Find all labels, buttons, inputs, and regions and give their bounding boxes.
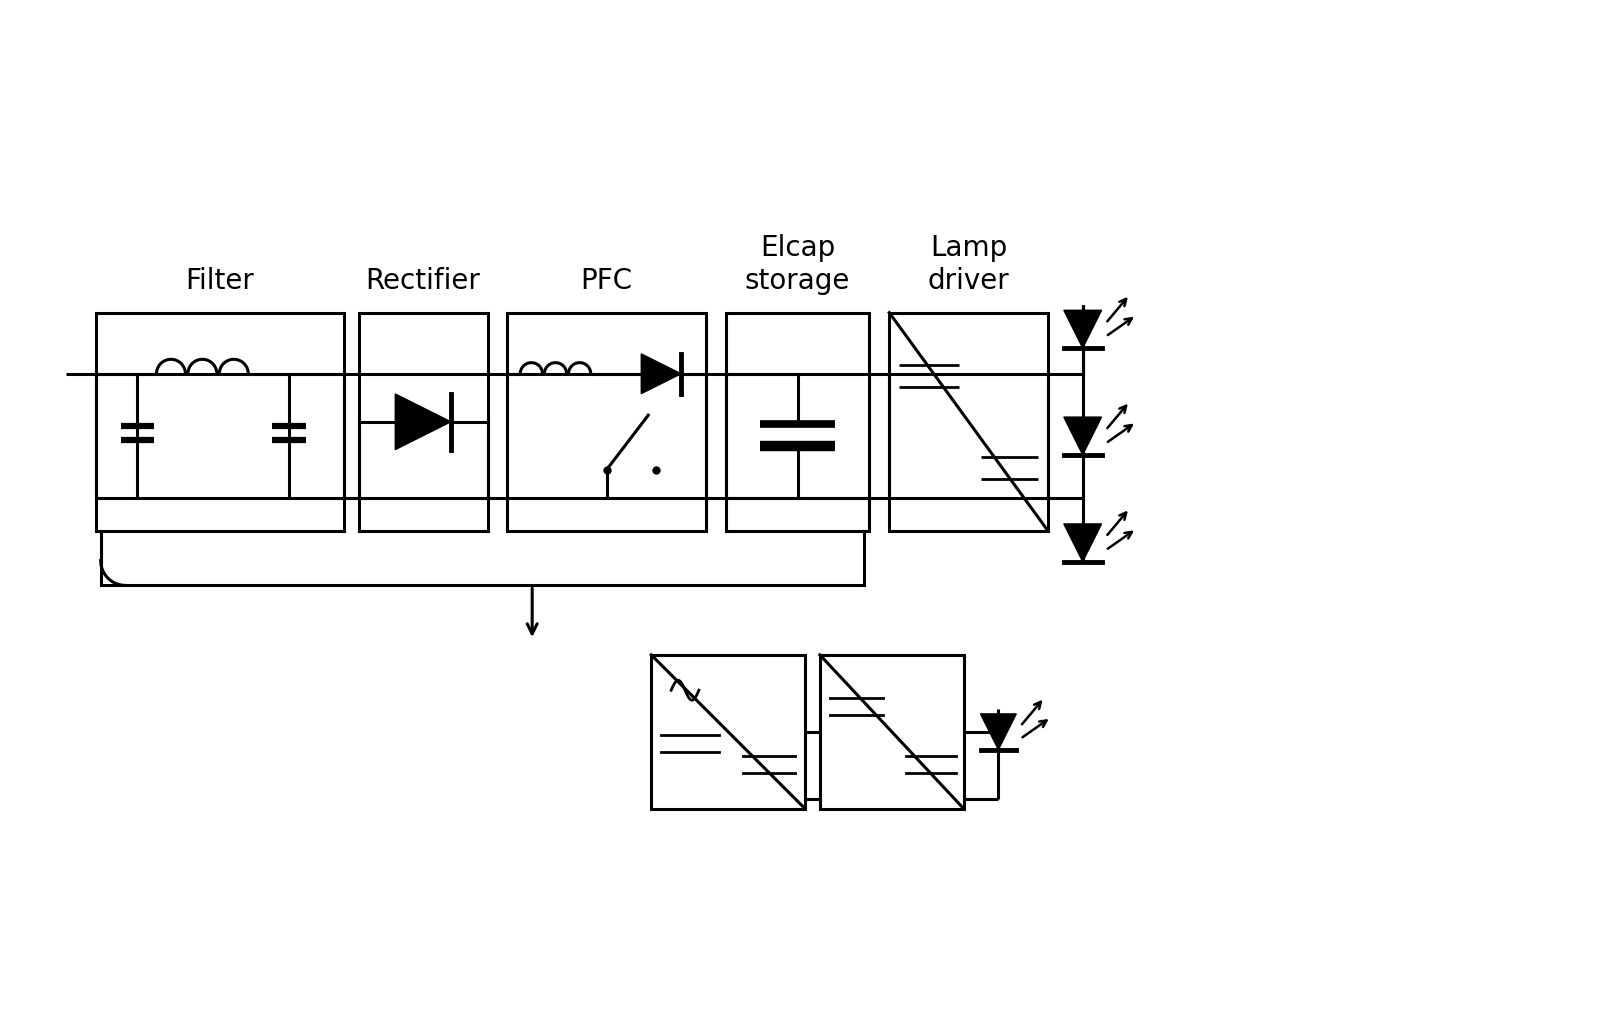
Text: PFC: PFC	[581, 267, 632, 295]
Text: Lamp
driver: Lamp driver	[928, 234, 1010, 295]
Text: Rectifier: Rectifier	[366, 267, 480, 295]
Polygon shape	[981, 713, 1016, 750]
Polygon shape	[642, 354, 682, 394]
Text: Filter: Filter	[186, 267, 254, 295]
Polygon shape	[1064, 310, 1101, 348]
Polygon shape	[1064, 418, 1101, 455]
Polygon shape	[395, 394, 451, 450]
Text: Elcap
storage: Elcap storage	[746, 234, 850, 295]
Polygon shape	[1064, 524, 1101, 562]
